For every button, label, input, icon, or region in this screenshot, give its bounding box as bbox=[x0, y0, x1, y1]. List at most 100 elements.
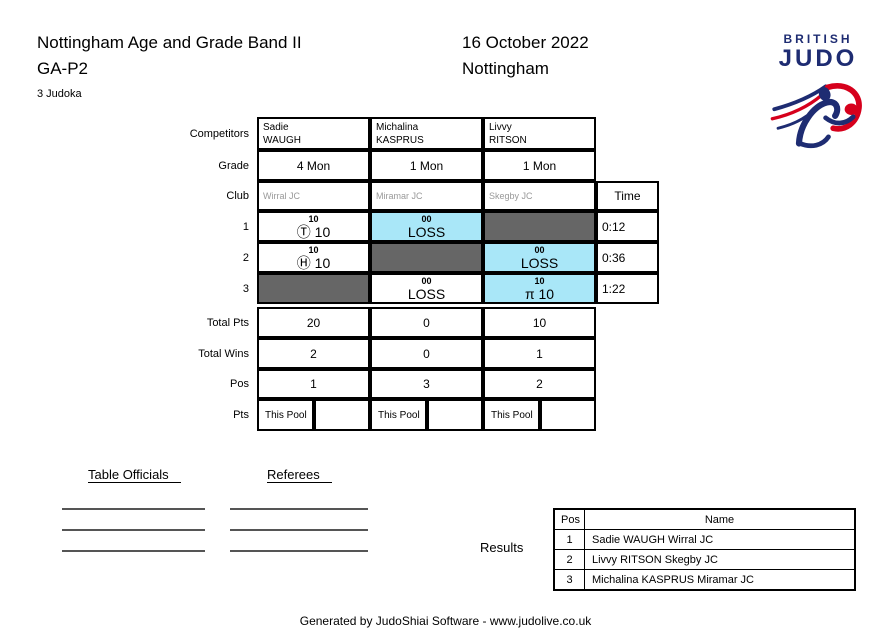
result-name: Livvy RITSON Skegby JC bbox=[592, 553, 718, 566]
competitor-cell-1: Sadie WAUGH bbox=[257, 117, 370, 150]
event-date: 16 October 2022 bbox=[462, 33, 589, 52]
pool-code: GA-P2 bbox=[37, 59, 89, 78]
club-cell-3: Skegby JC bbox=[483, 181, 596, 211]
total-wins-cell: 2 bbox=[257, 338, 370, 369]
british-judo-logo: BRITISH JUDO bbox=[768, 32, 868, 153]
table-officials-heading: Table Officials bbox=[88, 467, 181, 483]
signature-line bbox=[230, 489, 368, 510]
competitor-last-name: RITSON bbox=[489, 135, 527, 146]
this-pool-cell: This Pool bbox=[257, 399, 314, 431]
officials-section: Table Officials Referees bbox=[62, 466, 368, 552]
pts-blank-cell bbox=[314, 399, 370, 431]
row-label-pts: Pts bbox=[233, 409, 249, 421]
competitor-first-name: Michalina bbox=[376, 122, 419, 133]
row-label-grade: Grade bbox=[218, 159, 249, 172]
competitor-last-name: KASPRUS bbox=[376, 135, 424, 146]
results-row: 2 Livvy RITSON Skegby JC bbox=[555, 549, 854, 569]
competitor-first-name: Sadie bbox=[263, 122, 289, 133]
pts-blank-cell bbox=[540, 399, 596, 431]
match-score: Ⓗ 10 bbox=[296, 255, 331, 271]
match-time: 0:12 bbox=[596, 211, 659, 242]
match-score-code: 00 bbox=[534, 245, 545, 255]
match-result: LOSS bbox=[520, 255, 559, 271]
date-block: 16 October 2022 Nottingham bbox=[462, 32, 589, 80]
total-wins-cell: 1 bbox=[483, 338, 596, 369]
match-score-code: 10 bbox=[534, 276, 545, 286]
match-number: 2 bbox=[242, 251, 249, 264]
this-pool-cell: This Pool bbox=[370, 399, 427, 431]
match-cell-no-match bbox=[483, 211, 596, 242]
results-table: Pos Name 1 Sadie WAUGH Wirral JC 2 Livvy… bbox=[553, 508, 856, 591]
results-row: 3 Michalina KASPRUS Miramar JC bbox=[555, 569, 854, 589]
judoka-count: 3 Judoka bbox=[37, 88, 82, 100]
signature-lines bbox=[230, 489, 368, 552]
match-result: LOSS bbox=[407, 224, 446, 240]
logo-text-judo: JUDO bbox=[778, 45, 858, 72]
row-label-pos: Pos bbox=[230, 378, 249, 390]
pos-cell: 2 bbox=[483, 369, 596, 399]
match-score: π 10 bbox=[524, 286, 555, 302]
total-pts-cell: 10 bbox=[483, 307, 596, 338]
total-pts-row: Total Pts 20 0 10 bbox=[190, 307, 659, 338]
match-score-code: 10 bbox=[308, 214, 319, 224]
competitor-cell-2: Michalina KASPRUS bbox=[370, 117, 483, 150]
grade-cell-2: 1 Mon bbox=[370, 150, 483, 181]
match-time: 0:36 bbox=[596, 242, 659, 273]
pts-row: Pts This Pool This Pool This Pool bbox=[190, 399, 659, 431]
total-wins-row: Total Wins 2 0 1 bbox=[190, 338, 659, 369]
results-pos-header: Pos bbox=[555, 510, 585, 529]
pool-table: Competitors Sadie WAUGH Michalina KASPRU… bbox=[190, 117, 659, 431]
total-pts-cell: 0 bbox=[370, 307, 483, 338]
grade-cell-1: 4 Mon bbox=[257, 150, 370, 181]
competitor-last-name: WAUGH bbox=[263, 135, 301, 146]
match-cell-no-match bbox=[257, 273, 370, 304]
competitor-cell-3: Livvy RITSON bbox=[483, 117, 596, 150]
match-time: 1:22 bbox=[596, 273, 659, 304]
pts-blank-cell bbox=[427, 399, 483, 431]
result-pos: 2 bbox=[555, 550, 585, 569]
results-name-header: Name bbox=[704, 513, 735, 526]
results-row: 1 Sadie WAUGH Wirral JC bbox=[555, 529, 854, 549]
total-wins-cell: 0 bbox=[370, 338, 483, 369]
total-pts-cell: 20 bbox=[257, 307, 370, 338]
title-block: Nottingham Age and Grade Band II GA-P2 3… bbox=[37, 32, 302, 100]
signature-line bbox=[62, 489, 205, 510]
row-label-club: Club bbox=[226, 190, 249, 202]
result-pos: 3 bbox=[555, 570, 585, 589]
referees-column: Referees bbox=[230, 466, 368, 552]
referees-heading: Referees bbox=[267, 467, 332, 483]
logo-text-british: BRITISH bbox=[783, 32, 853, 46]
judo-figure-icon bbox=[770, 83, 862, 149]
match-score-code: 10 bbox=[308, 245, 319, 255]
time-column-header: Time bbox=[596, 181, 659, 211]
signature-line bbox=[62, 510, 205, 531]
match-score-code: 00 bbox=[421, 214, 432, 224]
results-header-row: Pos Name bbox=[555, 510, 854, 529]
club-cell-2: Miramar JC bbox=[370, 181, 483, 211]
grade-row: Grade 4 Mon 1 Mon 1 Mon bbox=[190, 150, 659, 181]
signature-line bbox=[230, 510, 368, 531]
club-row: Club Wirral JC Miramar JC Skegby JC Time bbox=[190, 181, 659, 211]
competitors-row: Competitors Sadie WAUGH Michalina KASPRU… bbox=[190, 117, 659, 150]
match-cell-win: 10 Ⓗ 10 bbox=[257, 242, 370, 273]
match-cell-no-match bbox=[370, 242, 483, 273]
generator-footer: Generated by JudoShiai Software - www.ju… bbox=[299, 614, 592, 628]
event-location: Nottingham bbox=[462, 59, 549, 78]
match-row-3: 3 00 LOSS 10 π 10 1:22 bbox=[190, 273, 659, 304]
match-cell-loss: 00 LOSS bbox=[370, 211, 483, 242]
pos-row: Pos 1 3 2 bbox=[190, 369, 659, 399]
result-pos: 1 bbox=[555, 530, 585, 549]
match-score: Ⓣ 10 bbox=[296, 224, 331, 240]
signature-line bbox=[230, 531, 368, 552]
row-label-total-wins: Total Wins bbox=[198, 347, 249, 360]
match-result: LOSS bbox=[407, 286, 446, 302]
signature-line bbox=[62, 531, 205, 552]
match-score-code: 00 bbox=[421, 276, 432, 286]
signature-lines bbox=[62, 489, 205, 552]
this-pool-cell: This Pool bbox=[483, 399, 540, 431]
row-label-total-pts: Total Pts bbox=[206, 316, 249, 329]
match-number: 1 bbox=[242, 220, 249, 233]
match-row-1: 1 10 Ⓣ 10 00 LOSS 0:12 bbox=[190, 211, 659, 242]
competitor-first-name: Livvy bbox=[489, 122, 512, 133]
